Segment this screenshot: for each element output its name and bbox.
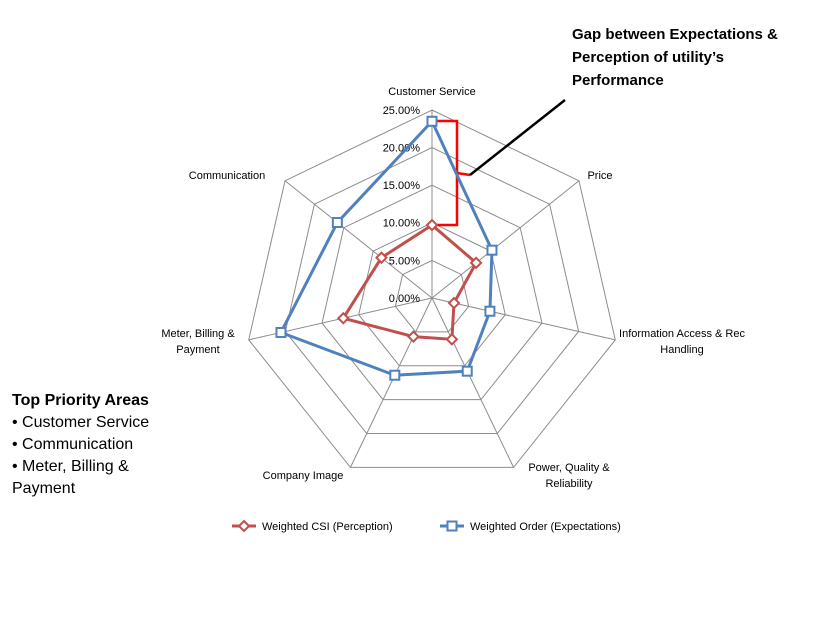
grid-ring xyxy=(358,222,506,367)
tick-label: 5.00% xyxy=(389,255,420,267)
spoke xyxy=(431,180,580,299)
spoke xyxy=(349,297,433,468)
tick-label: 0.00% xyxy=(389,293,420,305)
legend-label: Weighted Order (Expectations) xyxy=(470,521,621,533)
marker xyxy=(469,256,483,270)
marker xyxy=(461,365,473,377)
annotation: Gap between Expectations & Perception of… xyxy=(572,26,778,89)
legend-label: Weighted CSI (Perception) xyxy=(262,521,393,533)
marker xyxy=(445,332,459,346)
marker xyxy=(425,218,439,232)
marker xyxy=(389,369,401,381)
legend-marker xyxy=(446,520,458,532)
legend-marker xyxy=(237,519,251,533)
marker xyxy=(275,326,287,338)
spoke xyxy=(431,297,616,341)
grid-ring xyxy=(248,109,616,468)
marker xyxy=(426,115,438,127)
marker xyxy=(484,305,496,317)
marker xyxy=(375,251,388,265)
category-label: Communication xyxy=(188,170,266,182)
priority-item: • Customer Service xyxy=(12,414,150,431)
marker xyxy=(336,311,350,325)
gap-bracket xyxy=(432,119,459,227)
spoke xyxy=(431,297,515,468)
category-label: Information Access & Rec Handling xyxy=(619,328,745,356)
tick-label: 10.00% xyxy=(383,218,421,230)
category-label: Price xyxy=(587,170,613,182)
annotation-arrow xyxy=(469,99,566,176)
priority-title: Top Priority Areas xyxy=(12,392,149,409)
tick-label: 25.00% xyxy=(383,105,421,117)
marker xyxy=(447,296,461,310)
category-label: Customer Service xyxy=(388,86,476,98)
grid-ring xyxy=(321,184,543,401)
gap-bracket-tip xyxy=(456,171,471,177)
marker xyxy=(406,330,420,344)
marker xyxy=(331,217,343,229)
tick-label: 15.00% xyxy=(383,180,421,192)
grid-ring xyxy=(284,147,580,435)
category-label: Power, Quality & Reliability xyxy=(528,462,610,490)
priority-item: • Meter, Billing & Payment xyxy=(12,458,129,497)
series-line xyxy=(278,118,494,377)
priority-item: • Communication xyxy=(12,436,134,453)
category-label: Company Image xyxy=(262,470,344,482)
spoke xyxy=(284,180,433,299)
series-line xyxy=(340,223,478,341)
marker xyxy=(486,244,498,256)
priority-areas: Top Priority Areas • Customer Service • C… xyxy=(12,390,162,500)
grid-ring xyxy=(394,259,470,333)
category-label: Meter, Billing & Payment xyxy=(161,328,235,356)
